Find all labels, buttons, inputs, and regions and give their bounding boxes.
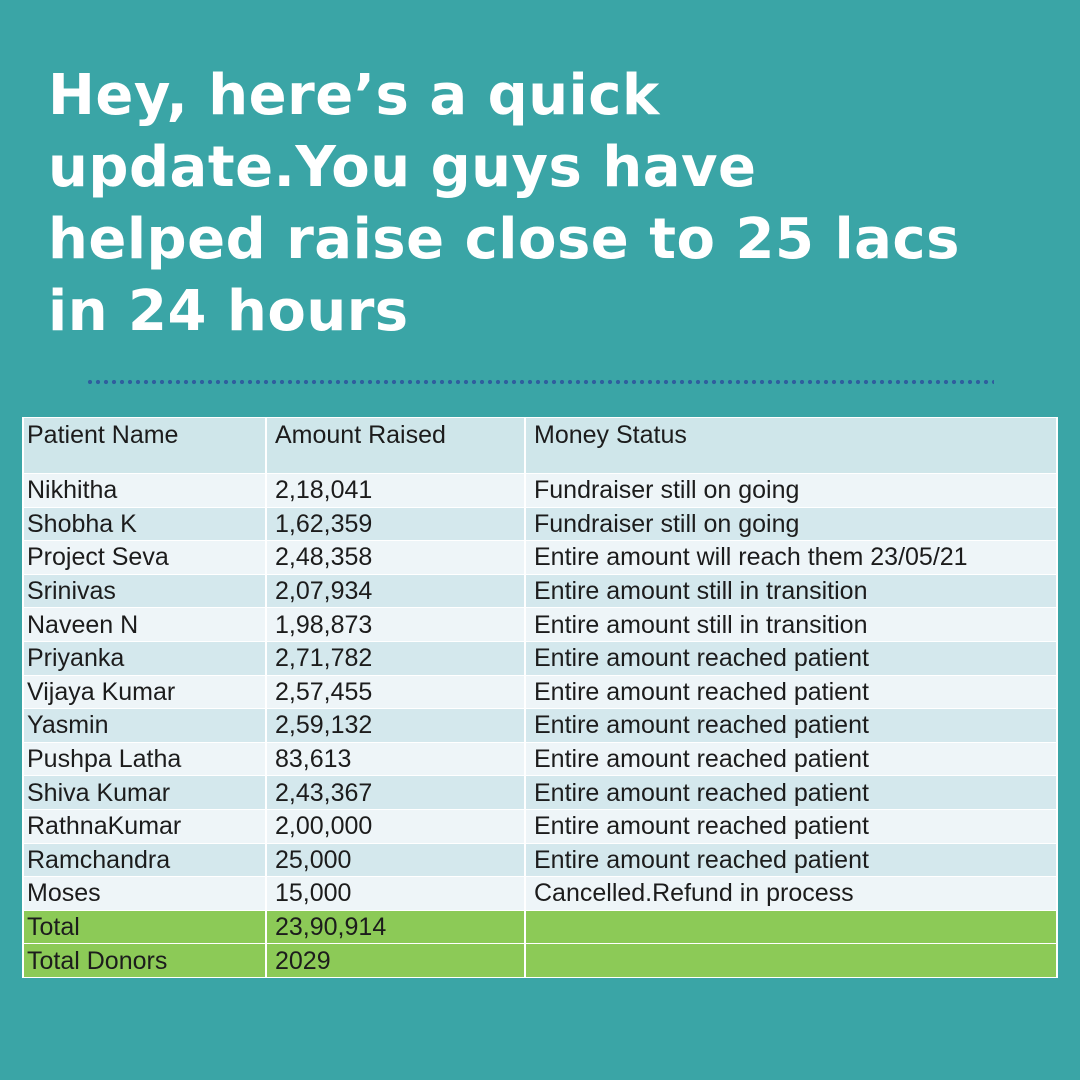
patient-name-cell: Shiva Kumar <box>22 775 267 810</box>
header-patient-name: Patient Name <box>22 417 267 474</box>
money-status-cell: Fundraiser still on going <box>524 506 1058 542</box>
total-label-cell: Total <box>22 909 267 945</box>
table-row: Shiva Kumar 2,43,367 Entire amount reached… <box>22 775 1058 810</box>
money-status-cell: Entire amount still in transition <box>524 573 1058 609</box>
amount-raised-cell: 2,00,000 <box>265 808 526 844</box>
table-row: RathnaKumar 2,00,000 Entire amount reached… <box>22 808 1058 844</box>
patient-name-cell: Priyanka <box>22 640 267 676</box>
patient-name-cell: Pushpa Latha <box>22 741 267 777</box>
table-row: Ramchandra 25,000 Entire amount reached pa… <box>22 842 1058 878</box>
money-status-cell: Entire amount reached patient <box>524 674 1058 710</box>
headline-line: Hey, here’s a quick <box>48 63 660 128</box>
table-row: Nikhitha 2,18,041 Fundraiser still on goin… <box>22 473 1058 508</box>
money-status-cell: Entire amount reached patient <box>524 808 1058 844</box>
amount-raised-cell: 2,18,041 <box>265 473 526 508</box>
table-row: Yasmin 2,59,132 Entire amount reached pati… <box>22 708 1058 743</box>
headline: Hey, here’s a quick update.You guys have… <box>48 60 1028 348</box>
amount-raised-cell: 1,62,359 <box>265 506 526 542</box>
total-value-cell: 2029 <box>265 943 526 978</box>
patient-name-cell: Nikhitha <box>22 473 267 508</box>
amount-raised-cell: 2,71,782 <box>265 640 526 676</box>
table-row: Vijaya Kumar 2,57,455 Entire amount reache… <box>22 674 1058 710</box>
total-note-cell <box>524 943 1058 978</box>
patient-name-cell: RathnaKumar <box>22 808 267 844</box>
amount-raised-cell: 2,07,934 <box>265 573 526 609</box>
money-status-cell: Entire amount reached patient <box>524 842 1058 878</box>
patient-name-cell: Naveen N <box>22 607 267 642</box>
amount-raised-cell: 2,48,358 <box>265 540 526 575</box>
headline-line: update.You guys have <box>48 135 757 200</box>
money-status-cell: Entire amount reached patient <box>524 708 1058 743</box>
table-row: Priyanka 2,71,782 Entire amount reached pa… <box>22 640 1058 676</box>
money-status-cell: Entire amount will reach them 23/05/21 <box>524 540 1058 575</box>
amount-raised-cell: 2,43,367 <box>265 775 526 810</box>
total-note-cell <box>524 909 1058 945</box>
table-row: Naveen N 1,98,873 Entire amount still in t… <box>22 607 1058 642</box>
amount-raised-cell: 83,613 <box>265 741 526 777</box>
table-row: Pushpa Latha 83,613 Entire amount reached … <box>22 741 1058 777</box>
total-label-cell: Total Donors <box>22 943 267 978</box>
patient-name-cell: Srinivas <box>22 573 267 609</box>
table-header-row: Patient Name Amount Raised Money Status <box>22 417 1058 474</box>
table-row: Srinivas 2,07,934 Entire amount still in t… <box>22 573 1058 609</box>
total-row: Total 23,90,914 <box>22 909 1058 945</box>
table-row: Shobha K 1,62,359 Fundraiser still on goin… <box>22 506 1058 542</box>
patient-name-cell: Moses <box>22 876 267 911</box>
patient-name-cell: Shobha K <box>22 506 267 542</box>
patient-name-cell: Yasmin <box>22 708 267 743</box>
headline-line: helped raise close to 25 lacs <box>48 207 960 272</box>
money-status-cell: Entire amount reached patient <box>524 640 1058 676</box>
patient-name-cell: Ramchandra <box>22 842 267 878</box>
dotted-divider <box>86 378 994 386</box>
header-money-status: Money Status <box>524 417 1058 474</box>
amount-raised-cell: 1,98,873 <box>265 607 526 642</box>
patient-name-cell: Project Seva <box>22 540 267 575</box>
amount-raised-cell: 2,57,455 <box>265 674 526 710</box>
patient-name-cell: Vijaya Kumar <box>22 674 267 710</box>
header-amount-raised: Amount Raised <box>265 417 526 474</box>
money-status-cell: Entire amount reached patient <box>524 775 1058 810</box>
total-value-cell: 23,90,914 <box>265 909 526 945</box>
total-row: Total Donors 2029 <box>22 943 1058 978</box>
money-status-cell: Entire amount still in transition <box>524 607 1058 642</box>
fundraiser-table: Patient Name Amount Raised Money Status … <box>22 417 1058 978</box>
amount-raised-cell: 25,000 <box>265 842 526 878</box>
money-status-cell: Entire amount reached patient <box>524 741 1058 777</box>
money-status-cell: Cancelled.Refund in process <box>524 876 1058 911</box>
money-status-cell: Fundraiser still on going <box>524 473 1058 508</box>
table-row: Moses 15,000 Cancelled.Refund in process <box>22 876 1058 911</box>
amount-raised-cell: 15,000 <box>265 876 526 911</box>
table-row: Project Seva 2,48,358 Entire amount will r… <box>22 540 1058 575</box>
amount-raised-cell: 2,59,132 <box>265 708 526 743</box>
headline-line: in 24 hours <box>48 279 409 344</box>
